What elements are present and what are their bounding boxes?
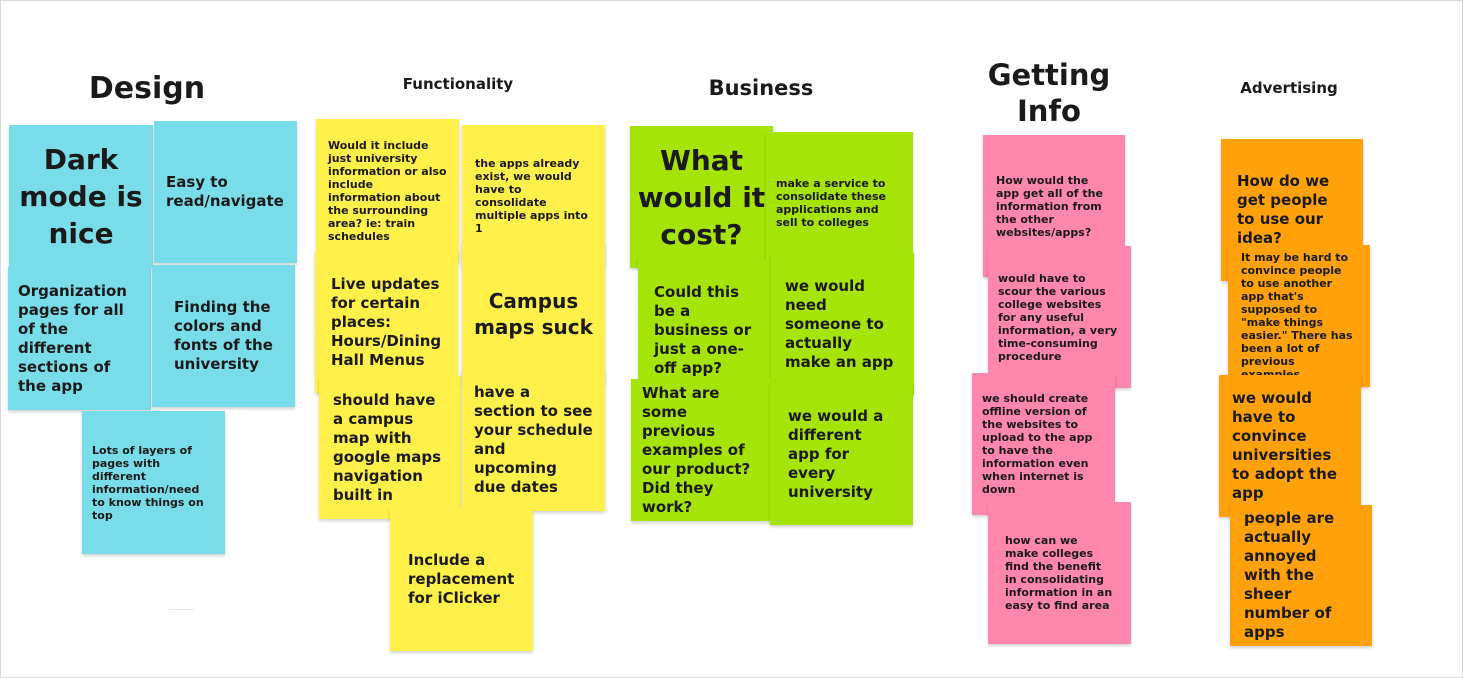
stray-mark: [170, 609, 194, 610]
heading-advertising[interactable]: Advertising: [1240, 79, 1338, 97]
sticky-note-iclicker-replacement[interactable]: Include a replacement for iClicker: [390, 508, 533, 651]
heading-business[interactable]: Business: [708, 76, 814, 100]
sticky-note-what-would-it-cost[interactable]: What would it cost?: [630, 126, 773, 268]
heading-functionality[interactable]: Functionality: [402, 75, 514, 93]
heading-design[interactable]: Design: [88, 71, 206, 106]
sticky-note-make-a-service[interactable]: make a service to consolidate these appl…: [766, 132, 913, 274]
sticky-note-hard-to-convince[interactable]: It may be hard to convince people to use…: [1228, 245, 1370, 387]
sticky-note-annoyed-apps[interactable]: people are actually annoyed with the she…: [1230, 505, 1372, 646]
sticky-note-easy-to-read[interactable]: Easy to read/navigate: [154, 121, 297, 263]
sticky-note-live-updates[interactable]: Live updates for certain places: Hours/D…: [315, 251, 458, 393]
sticky-note-university-information[interactable]: Would it include just university informa…: [316, 119, 459, 262]
sticky-note-business-or-one-off[interactable]: Could this be a business or just a one-o…: [638, 259, 781, 401]
sticky-note-colleges-benefit[interactable]: how can we make colleges find the benefi…: [988, 502, 1131, 644]
sticky-note-offline-version[interactable]: we should create offline version of the …: [972, 373, 1115, 515]
sticky-note-layers-of-pages[interactable]: Lots of layers of pages with different i…: [82, 411, 225, 554]
sticky-note-previous-examples[interactable]: What are some previous examples of our p…: [631, 379, 774, 521]
heading-getting-info[interactable]: Getting Info: [987, 58, 1111, 128]
sticky-note-campus-map-google[interactable]: should have a campus map with google map…: [319, 376, 461, 519]
sticky-note-colors-and-fonts[interactable]: Finding the colors and fonts of the univ…: [152, 265, 295, 407]
sticky-note-convince-universities[interactable]: we would have to convince universities t…: [1219, 375, 1361, 517]
sticky-note-schedule-section[interactable]: have a section to see your schedule and …: [462, 369, 605, 511]
sticky-note-scour-websites[interactable]: would have to scour the various college …: [988, 246, 1131, 388]
sticky-note-need-someone[interactable]: we would need someone to actually make a…: [771, 253, 914, 395]
sticky-note-campus-maps-suck[interactable]: Campus maps suck: [462, 242, 605, 385]
sticky-note-organization-pages[interactable]: Organization pages for all of the differ…: [8, 267, 151, 410]
sticky-note-different-app[interactable]: we would a different app for every unive…: [770, 383, 913, 525]
sticky-note-dark-mode[interactable]: Dark mode is nice: [9, 125, 153, 267]
